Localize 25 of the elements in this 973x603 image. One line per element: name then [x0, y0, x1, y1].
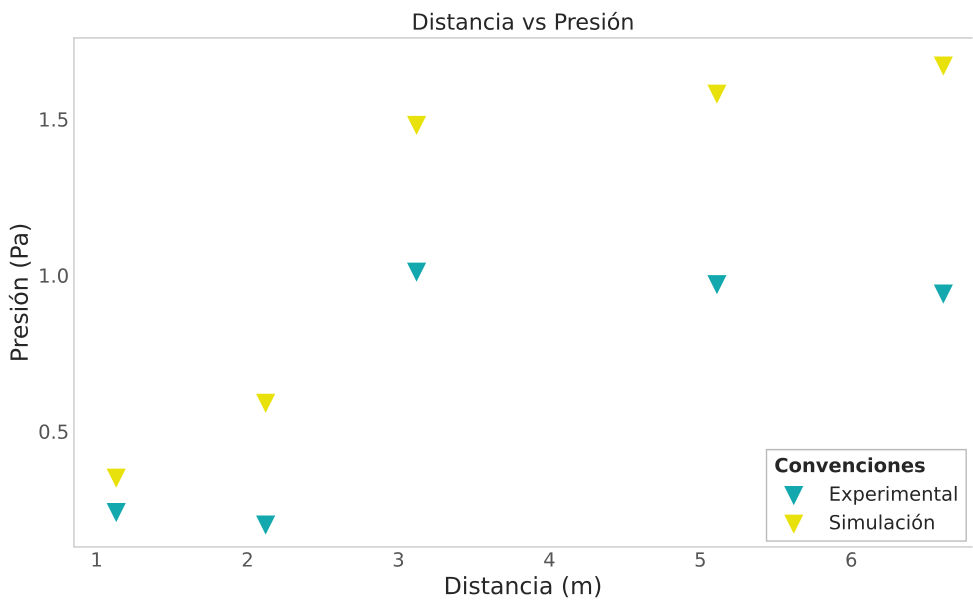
x-tick-label: 5: [696, 552, 705, 567]
x-tick-label: 3: [394, 552, 404, 567]
y-tick-label: 0.5: [39, 424, 68, 440]
point: [106, 468, 126, 488]
x-axis-title: Distancia (m): [446, 576, 600, 598]
y-tick-label: 1.5: [40, 112, 68, 127]
point: [106, 503, 126, 522]
x-tick-label: 2: [242, 552, 252, 567]
point: [934, 284, 953, 304]
legend-label: Simulación: [830, 514, 934, 530]
x-tick-label: 4: [544, 552, 554, 567]
point: [256, 394, 276, 413]
point: [934, 56, 953, 76]
legend-title: Convenciones: [775, 457, 925, 472]
y-axis-title: Presión (Pa): [8, 224, 31, 360]
point: [707, 84, 727, 104]
x-tick-label: 6: [846, 552, 856, 567]
point: [407, 116, 426, 135]
point: [707, 275, 727, 294]
point: [256, 515, 276, 535]
chart-title: Distancia vs Presión: [414, 12, 633, 30]
legend-label: Experimental: [830, 486, 957, 505]
x-tick-label: 1: [92, 552, 101, 567]
y-tick-label: 1.0: [40, 268, 68, 283]
point: [407, 262, 426, 282]
